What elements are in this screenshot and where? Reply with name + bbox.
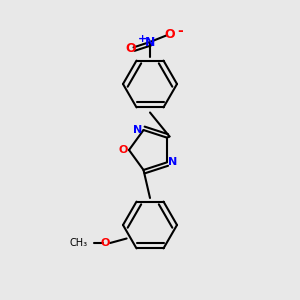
Text: O: O bbox=[118, 145, 128, 155]
Text: N: N bbox=[133, 125, 142, 135]
Text: O: O bbox=[125, 41, 136, 55]
Text: N: N bbox=[168, 157, 178, 167]
Text: +: + bbox=[138, 34, 147, 44]
Text: CH₃: CH₃ bbox=[70, 238, 88, 248]
Text: N: N bbox=[145, 35, 155, 49]
Text: O: O bbox=[101, 238, 110, 248]
Text: -: - bbox=[177, 25, 183, 38]
Text: O: O bbox=[164, 28, 175, 41]
